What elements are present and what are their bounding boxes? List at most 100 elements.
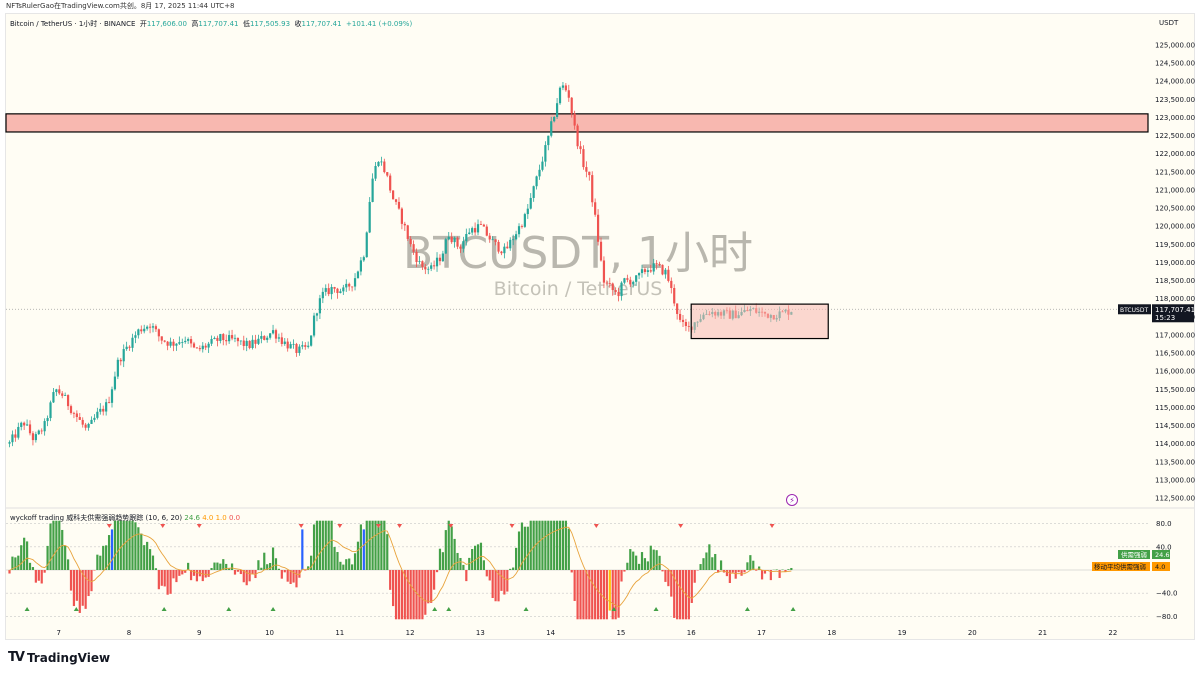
candle[interactable] <box>143 328 146 332</box>
candle[interactable] <box>8 442 11 444</box>
candle[interactable] <box>403 223 406 226</box>
candle[interactable] <box>151 326 155 328</box>
candle[interactable] <box>40 430 43 432</box>
candle[interactable] <box>213 337 216 340</box>
candle[interactable] <box>456 237 459 247</box>
candle[interactable] <box>670 280 673 289</box>
osc-badge-2[interactable] <box>1092 562 1150 571</box>
candle[interactable] <box>23 422 26 426</box>
candle[interactable] <box>175 343 178 346</box>
candle[interactable] <box>189 339 193 344</box>
candle[interactable] <box>148 326 152 328</box>
candle[interactable] <box>576 125 579 147</box>
candle[interactable] <box>678 313 682 320</box>
candle[interactable] <box>473 228 477 233</box>
candle[interactable] <box>61 393 64 396</box>
candle[interactable] <box>34 434 37 441</box>
candle[interactable] <box>17 426 20 438</box>
candle[interactable] <box>78 417 81 420</box>
price-badge[interactable] <box>1152 304 1194 323</box>
candle[interactable] <box>207 343 210 348</box>
indicator-header[interactable]: wyckoff trading 威科夫供需强弱趋势跟踪 (10, 6, 20) … <box>10 513 240 523</box>
candle[interactable] <box>178 342 181 344</box>
candle[interactable] <box>87 423 90 428</box>
candle[interactable] <box>269 333 272 338</box>
candle[interactable] <box>421 261 424 267</box>
candle[interactable] <box>96 411 99 418</box>
candle[interactable] <box>125 346 128 350</box>
candle[interactable] <box>304 345 307 347</box>
candle[interactable] <box>348 283 351 287</box>
candle[interactable] <box>198 348 201 350</box>
candle[interactable] <box>84 424 87 428</box>
candle[interactable] <box>596 214 600 242</box>
candle[interactable] <box>626 278 629 280</box>
candle[interactable] <box>567 90 570 98</box>
candle[interactable] <box>233 337 237 339</box>
candle[interactable] <box>310 335 313 346</box>
candle[interactable] <box>327 288 330 295</box>
candle[interactable] <box>517 226 521 235</box>
candle[interactable] <box>564 85 567 91</box>
candle[interactable] <box>257 338 260 344</box>
candle[interactable] <box>558 87 562 104</box>
candle[interactable] <box>491 239 494 241</box>
candle[interactable] <box>362 257 365 261</box>
candle[interactable] <box>673 288 676 304</box>
candle[interactable] <box>351 286 354 288</box>
candle[interactable] <box>649 270 652 272</box>
candle[interactable] <box>11 434 14 443</box>
candle[interactable] <box>28 424 32 434</box>
candle[interactable] <box>435 257 439 267</box>
candle[interactable] <box>163 340 166 342</box>
candle[interactable] <box>46 418 49 422</box>
candle[interactable] <box>371 178 374 202</box>
candle[interactable] <box>468 232 471 234</box>
candle[interactable] <box>415 251 418 263</box>
candle[interactable] <box>280 337 283 344</box>
candle[interactable] <box>131 337 134 348</box>
candle[interactable] <box>122 349 125 362</box>
candle[interactable] <box>500 251 503 254</box>
candle[interactable] <box>154 326 158 330</box>
candle[interactable] <box>541 161 544 170</box>
candle[interactable] <box>248 340 251 348</box>
candle[interactable] <box>632 281 635 285</box>
candle[interactable] <box>459 246 462 249</box>
candle[interactable] <box>605 282 608 284</box>
candle[interactable] <box>482 224 485 227</box>
candle[interactable] <box>52 392 55 403</box>
candle[interactable] <box>339 291 342 294</box>
candle[interactable] <box>239 340 242 342</box>
candle[interactable] <box>447 236 450 240</box>
candle[interactable] <box>157 329 160 337</box>
osc-badge-1[interactable] <box>1118 550 1150 559</box>
candle[interactable] <box>637 273 641 276</box>
candle[interactable] <box>394 199 398 202</box>
candle[interactable] <box>544 145 547 162</box>
candle[interactable] <box>512 239 515 241</box>
candle[interactable] <box>49 402 52 419</box>
candle[interactable] <box>406 225 409 239</box>
candle[interactable] <box>503 246 506 254</box>
candle[interactable] <box>55 389 58 393</box>
candle[interactable] <box>119 359 122 362</box>
candle[interactable] <box>579 146 582 150</box>
candle[interactable] <box>676 303 679 314</box>
candle[interactable] <box>389 175 392 191</box>
candle[interactable] <box>602 260 606 283</box>
candle[interactable] <box>573 113 576 126</box>
candle[interactable] <box>611 283 614 291</box>
candle[interactable] <box>110 389 114 403</box>
candle[interactable] <box>245 340 248 346</box>
candle[interactable] <box>386 172 389 176</box>
candle[interactable] <box>599 241 603 261</box>
candle[interactable] <box>353 278 357 287</box>
candle[interactable] <box>409 238 412 245</box>
candle[interactable] <box>93 417 96 420</box>
candle[interactable] <box>687 325 690 327</box>
candle[interactable] <box>298 346 301 353</box>
candle[interactable] <box>427 268 430 270</box>
candle[interactable] <box>553 116 556 122</box>
candle[interactable] <box>283 341 286 344</box>
